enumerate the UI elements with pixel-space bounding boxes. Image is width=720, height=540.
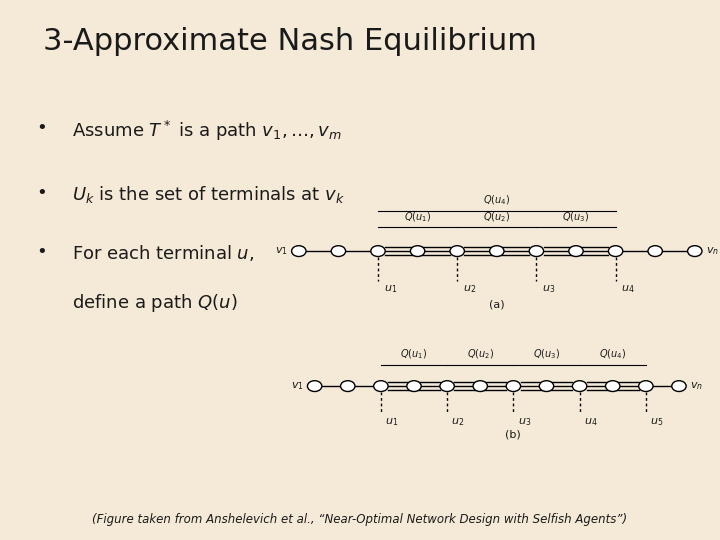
Text: (b): (b) xyxy=(505,429,521,440)
Circle shape xyxy=(608,246,623,256)
Text: $Q(u_3)$: $Q(u_3)$ xyxy=(562,210,590,224)
Circle shape xyxy=(529,246,544,256)
Text: $u_2$: $u_2$ xyxy=(451,416,464,428)
Text: 3-Approximate Nash Equilibrium: 3-Approximate Nash Equilibrium xyxy=(43,27,537,56)
Circle shape xyxy=(440,381,454,392)
Circle shape xyxy=(490,246,504,256)
Text: $Q(u_4)$: $Q(u_4)$ xyxy=(599,348,626,361)
Circle shape xyxy=(374,381,388,392)
Text: $v_n$: $v_n$ xyxy=(690,380,703,392)
Circle shape xyxy=(606,381,620,392)
Circle shape xyxy=(569,246,583,256)
Text: $u_3$: $u_3$ xyxy=(518,416,531,428)
Text: $Q(u_2)$: $Q(u_2)$ xyxy=(467,348,494,361)
Text: define a path $Q(u)$: define a path $Q(u)$ xyxy=(72,292,238,314)
Text: $v_1$: $v_1$ xyxy=(291,380,304,392)
Text: (Figure taken from Anshelevich et al., “Near-Optimal Network Design with Selfish: (Figure taken from Anshelevich et al., “… xyxy=(92,514,628,526)
Text: $U_k$ is the set of terminals at $v_k$: $U_k$ is the set of terminals at $v_k$ xyxy=(72,184,345,205)
Circle shape xyxy=(292,246,306,256)
Circle shape xyxy=(407,381,421,392)
Circle shape xyxy=(688,246,702,256)
Text: (a): (a) xyxy=(489,300,505,310)
Text: $u_2$: $u_2$ xyxy=(463,284,476,295)
Text: $u_5$: $u_5$ xyxy=(650,416,663,428)
Text: •: • xyxy=(36,184,47,201)
Text: •: • xyxy=(36,243,47,261)
Text: $v_n$: $v_n$ xyxy=(706,245,719,257)
Circle shape xyxy=(450,246,464,256)
Text: •: • xyxy=(36,119,47,137)
Text: $v_1$: $v_1$ xyxy=(275,245,288,257)
Text: $u_1$: $u_1$ xyxy=(384,284,397,295)
Text: Assume $T^*$ is a path $v_1, \ldots, v_m$: Assume $T^*$ is a path $v_1, \ldots, v_m… xyxy=(72,119,342,143)
Text: $u_3$: $u_3$ xyxy=(542,284,555,295)
Circle shape xyxy=(371,246,385,256)
Circle shape xyxy=(506,381,521,392)
Text: $u_4$: $u_4$ xyxy=(621,284,635,295)
Circle shape xyxy=(572,381,587,392)
Circle shape xyxy=(539,381,554,392)
Text: $Q(u_3)$: $Q(u_3)$ xyxy=(533,348,560,361)
Text: $u_4$: $u_4$ xyxy=(584,416,598,428)
Circle shape xyxy=(672,381,686,392)
Text: $Q(u_1)$: $Q(u_1)$ xyxy=(404,210,431,224)
Circle shape xyxy=(473,381,487,392)
Circle shape xyxy=(410,246,425,256)
Circle shape xyxy=(331,246,346,256)
Text: $Q(u_4)$: $Q(u_4)$ xyxy=(483,194,510,207)
Circle shape xyxy=(341,381,355,392)
Circle shape xyxy=(648,246,662,256)
Text: $Q(u_2)$: $Q(u_2)$ xyxy=(483,210,510,224)
Circle shape xyxy=(307,381,322,392)
Circle shape xyxy=(639,381,653,392)
Text: $u_1$: $u_1$ xyxy=(385,416,398,428)
Text: $Q(u_1)$: $Q(u_1)$ xyxy=(400,348,428,361)
Text: For each terminal $u$,: For each terminal $u$, xyxy=(72,243,254,263)
